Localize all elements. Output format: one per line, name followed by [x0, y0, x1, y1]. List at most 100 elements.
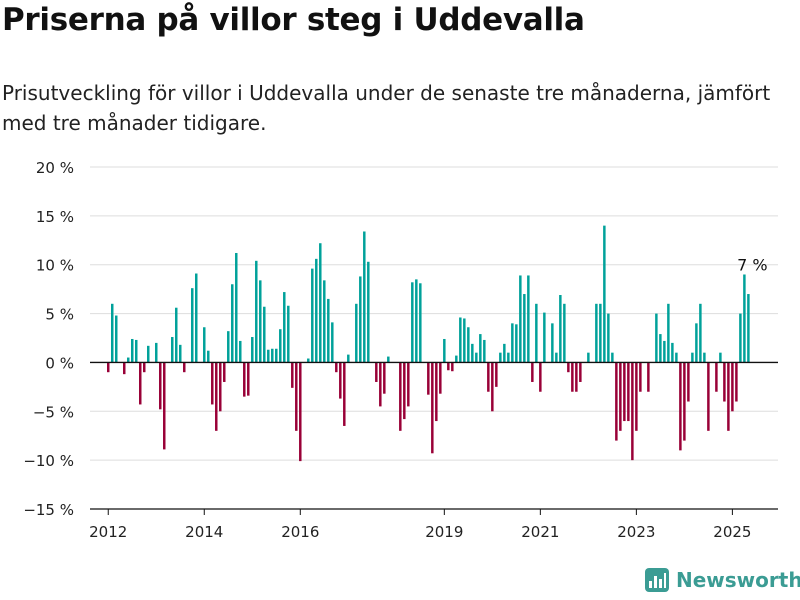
bar: [283, 292, 286, 363]
bar: [439, 362, 442, 394]
bar-chart-logo-icon: [645, 568, 669, 592]
bars: [107, 225, 750, 462]
bar: [487, 362, 490, 392]
bar: [235, 252, 238, 363]
bar: [295, 362, 298, 431]
bar: [575, 362, 578, 392]
bar: [411, 282, 414, 363]
bar: [607, 313, 610, 363]
bar: [687, 362, 690, 402]
bar: [399, 362, 402, 431]
brand-name: Newsworthy: [676, 568, 800, 592]
bar: [107, 362, 110, 373]
bar: [139, 362, 142, 405]
x-tick-label: 2025: [713, 523, 751, 541]
bar: [483, 339, 486, 363]
bar: [147, 345, 150, 363]
bar: [111, 303, 114, 363]
bar: [131, 338, 134, 363]
y-tick-label: −5 %: [33, 403, 74, 421]
bar: [211, 362, 214, 405]
bar: [219, 362, 222, 412]
last-value-label: 7 %: [737, 255, 767, 274]
bar: [175, 307, 178, 363]
bar: [691, 352, 694, 363]
bar: [191, 288, 194, 363]
bar: [419, 283, 422, 363]
x-tick-label: 2019: [425, 523, 463, 541]
bar: [403, 362, 406, 420]
bar: [735, 362, 738, 402]
newsworthy-logo: Newsworthy: [644, 567, 800, 593]
bar: [727, 362, 730, 431]
bar: [179, 344, 182, 363]
bar: [475, 352, 478, 363]
x-axis-ticks: 2012 2014 2016 2019 2021 2023 2025: [89, 509, 751, 541]
bar: [639, 362, 642, 392]
bar: [567, 362, 570, 373]
bar: [671, 342, 674, 363]
bar: [579, 362, 582, 382]
bar: [347, 354, 350, 363]
bar: [635, 362, 638, 431]
bar: [611, 352, 614, 363]
bar: [435, 362, 438, 422]
bar: [723, 362, 726, 402]
bar: [339, 362, 342, 399]
bar: [523, 294, 526, 363]
bar: [215, 362, 218, 431]
bar: [287, 305, 290, 363]
bar: [383, 362, 386, 394]
bar: [259, 280, 262, 363]
bar: [499, 352, 502, 363]
bar: [471, 343, 474, 363]
y-tick-label: −10 %: [23, 452, 74, 470]
bar: [747, 294, 750, 363]
bar: [491, 362, 494, 412]
bar: [243, 362, 246, 397]
bar: [251, 337, 254, 363]
bar: [407, 362, 410, 407]
bar: [255, 260, 258, 363]
bar: [315, 258, 318, 363]
bar: [507, 352, 510, 363]
bar: [359, 276, 362, 363]
bar: [275, 348, 278, 363]
page-subtitle: Prisutveckling för villor i Uddevalla un…: [2, 81, 771, 135]
bar: [311, 268, 314, 363]
x-tick-label: 2016: [281, 523, 319, 541]
bar: [459, 317, 462, 363]
bar: [299, 362, 302, 462]
bar: [307, 358, 310, 363]
bar: [659, 334, 662, 363]
bar: [159, 362, 162, 410]
bar: [551, 323, 554, 363]
bar: [155, 342, 158, 363]
bar: [127, 357, 130, 363]
bar: [183, 362, 186, 373]
bar: [279, 329, 282, 363]
bar: [519, 275, 522, 363]
bar: [331, 322, 334, 363]
y-tick-label: 20 %: [36, 159, 74, 177]
bar: [627, 362, 630, 422]
bar: [291, 362, 294, 388]
bar: [615, 362, 618, 441]
bar: [559, 295, 562, 363]
bar: [663, 340, 666, 363]
bar: [387, 356, 390, 363]
annotations: 7 %: [737, 255, 767, 274]
bar: [203, 327, 206, 363]
bar: [571, 362, 574, 392]
bar: [715, 362, 718, 392]
bar: [207, 350, 210, 363]
bar: [195, 273, 198, 363]
bar: [503, 343, 506, 363]
bar: [675, 352, 678, 363]
y-tick-label: 5 %: [45, 306, 74, 324]
bar: [699, 303, 702, 363]
x-tick-label: 2014: [185, 523, 223, 541]
bar: [231, 284, 234, 363]
bar: [543, 312, 546, 363]
